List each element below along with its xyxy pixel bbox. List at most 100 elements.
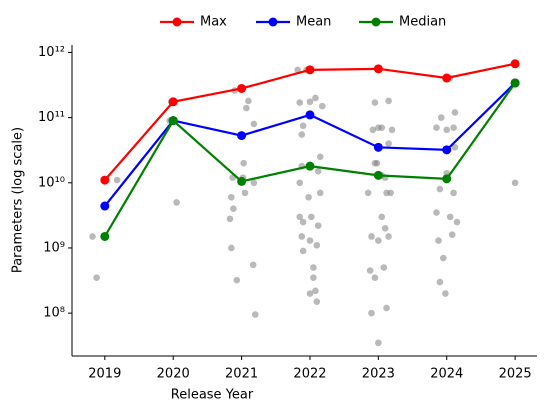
scatter-point	[433, 209, 440, 216]
y-tick-label: 10¹⁰	[38, 175, 65, 190]
scatter-point	[375, 339, 382, 347]
scatter-point	[440, 254, 447, 262]
scatter-point	[451, 109, 459, 116]
scatter-point	[306, 237, 314, 244]
scatter-point	[250, 120, 258, 128]
legend-label: Max	[200, 15, 227, 30]
scatter-point	[436, 278, 444, 286]
series-marker	[373, 142, 383, 152]
scatter-point	[250, 179, 258, 187]
x-tick-label: 2023	[362, 367, 395, 382]
scatter-point	[318, 102, 326, 110]
y-axis-label: Parameters (log scale)	[11, 127, 26, 273]
x-tick-label: 2019	[88, 367, 121, 382]
scatter-point	[388, 126, 396, 134]
legend-marker	[371, 17, 381, 27]
scatter-point	[241, 189, 249, 197]
y-tick-label: 10¹¹	[38, 110, 65, 125]
series-marker	[510, 78, 520, 88]
series-marker	[237, 83, 247, 93]
scatter-point	[243, 104, 250, 112]
scatter-point	[378, 213, 386, 221]
scatter-point	[366, 267, 374, 274]
scatter-point	[381, 225, 389, 232]
x-tick-label: 2020	[157, 367, 190, 382]
scatter-point	[113, 176, 121, 184]
scatter-point	[385, 233, 392, 240]
scatter-point	[316, 189, 324, 197]
scatter-point	[313, 241, 321, 249]
series-marker	[100, 231, 110, 241]
series-marker	[305, 110, 315, 120]
scatter-point	[442, 290, 449, 297]
scatter-point	[511, 179, 519, 187]
scatter-point	[368, 233, 375, 240]
scatter-point	[228, 193, 235, 201]
scatter-point	[298, 131, 306, 138]
scatter-point	[249, 261, 257, 269]
scatter-point	[294, 66, 301, 74]
scatter-point	[233, 276, 241, 284]
scatter-point	[369, 126, 377, 134]
x-axis-label: Release Year	[171, 388, 254, 403]
series-marker	[442, 174, 452, 184]
scatter-point	[446, 213, 454, 221]
scatter-point	[312, 94, 319, 102]
scatter-point	[437, 114, 445, 121]
scatter-point	[387, 189, 394, 197]
scatter-point	[245, 97, 252, 105]
scatter-point	[306, 290, 314, 297]
legend-marker	[268, 17, 278, 27]
scatter-point	[433, 124, 440, 132]
scatter-point	[385, 97, 392, 105]
scatter-point	[240, 159, 247, 167]
scatter-point	[383, 304, 390, 312]
scatter-point	[453, 218, 461, 226]
series-marker	[100, 175, 110, 185]
scatter-point	[310, 264, 317, 271]
scatter-point	[296, 213, 304, 221]
scatter-point	[228, 244, 235, 252]
scatter-point	[368, 309, 375, 317]
scatter-point	[314, 168, 322, 175]
legend-marker	[172, 17, 182, 27]
scatter-point	[93, 274, 100, 281]
series-marker	[305, 161, 315, 171]
scatter-point	[450, 189, 457, 197]
scatter-point	[448, 231, 456, 238]
scatter-point	[364, 189, 372, 197]
scatter-point	[436, 185, 444, 193]
scatter-point	[299, 218, 307, 226]
scatter-point	[313, 298, 321, 305]
scatter-point	[316, 153, 324, 161]
series-line	[103, 82, 517, 238]
series-marker	[442, 145, 452, 155]
scatter-point	[298, 233, 306, 240]
scatter-point	[296, 179, 304, 187]
scatter-point	[89, 233, 96, 240]
scatter-point	[310, 274, 317, 281]
series-marker	[442, 73, 452, 83]
legend-label: Median	[399, 15, 446, 30]
scatter-point	[371, 274, 379, 281]
legend-label: Mean	[296, 15, 331, 30]
scatter-point	[380, 264, 388, 271]
scatter-point	[251, 311, 259, 318]
y-tick-label: 10¹²	[38, 45, 65, 60]
scatter-point	[306, 98, 314, 106]
scatter-point	[378, 124, 386, 132]
x-tick-label: 2024	[430, 367, 463, 382]
y-tick-label: 10⁸	[43, 306, 65, 321]
scatter-point	[371, 159, 379, 167]
scatter-point	[312, 287, 319, 295]
series-marker	[237, 131, 247, 141]
series-marker	[510, 59, 520, 69]
scatter-point	[299, 247, 307, 255]
series-marker	[373, 64, 383, 74]
y-tick-label: 10⁹	[43, 240, 65, 255]
scatter-point	[385, 140, 392, 147]
x-tick-label: 2025	[499, 367, 532, 382]
series-marker	[305, 65, 315, 75]
scatter-point	[375, 237, 382, 244]
